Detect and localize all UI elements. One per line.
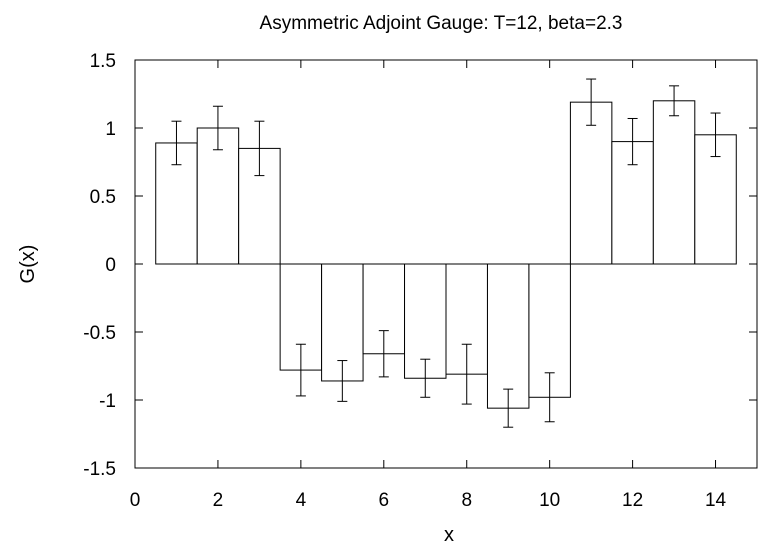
x-tick-label: 8 — [461, 490, 472, 511]
x-tick-label: 10 — [539, 490, 560, 511]
error-bar — [212, 105, 223, 151]
bar — [652, 100, 696, 265]
error-bar — [337, 360, 348, 402]
y-tick-label: 1.5 — [90, 51, 116, 72]
y-axis-label: G(x) — [17, 245, 39, 284]
y-tick-label: -1 — [99, 391, 116, 412]
bar — [196, 127, 240, 265]
x-tick-label: 12 — [622, 490, 643, 511]
x-axis-ticks: 0 2 4 6 8 10 12 14 — [130, 60, 727, 511]
y-tick-label: 0 — [105, 255, 116, 276]
error-bar-series — [171, 78, 721, 428]
x-tick-label: 2 — [213, 490, 224, 511]
bar — [569, 101, 613, 265]
chart-title: Asymmetric Adjoint Gauge: T=12, beta=2.3 — [260, 13, 623, 34]
y-tick-label: -1.5 — [83, 459, 116, 480]
bar — [486, 263, 530, 409]
y-tick-label: 1 — [105, 119, 116, 140]
bar-series — [155, 100, 737, 409]
y-tick-label: -0.5 — [83, 323, 116, 344]
y-axis-ticks: 1.5 1 0.5 0 -0.5 -1 -1.5 — [83, 51, 757, 480]
error-bar — [171, 120, 182, 166]
error-bar — [669, 85, 680, 117]
x-tick-label: 4 — [296, 490, 307, 511]
error-bar — [254, 120, 265, 177]
error-bar — [544, 372, 555, 423]
error-bar — [461, 343, 472, 405]
y-tick-label: 0.5 — [90, 187, 116, 208]
x-tick-label: 6 — [379, 490, 390, 511]
error-bar — [420, 358, 431, 398]
error-bar — [586, 78, 597, 126]
x-tick-label: 14 — [705, 490, 727, 511]
error-bar — [503, 388, 514, 428]
error-bar — [378, 330, 389, 378]
error-bar — [710, 112, 721, 158]
error-bar — [627, 117, 638, 166]
error-bar — [295, 343, 306, 397]
x-tick-label: 0 — [130, 490, 141, 511]
x-axis-label: x — [444, 524, 454, 546]
